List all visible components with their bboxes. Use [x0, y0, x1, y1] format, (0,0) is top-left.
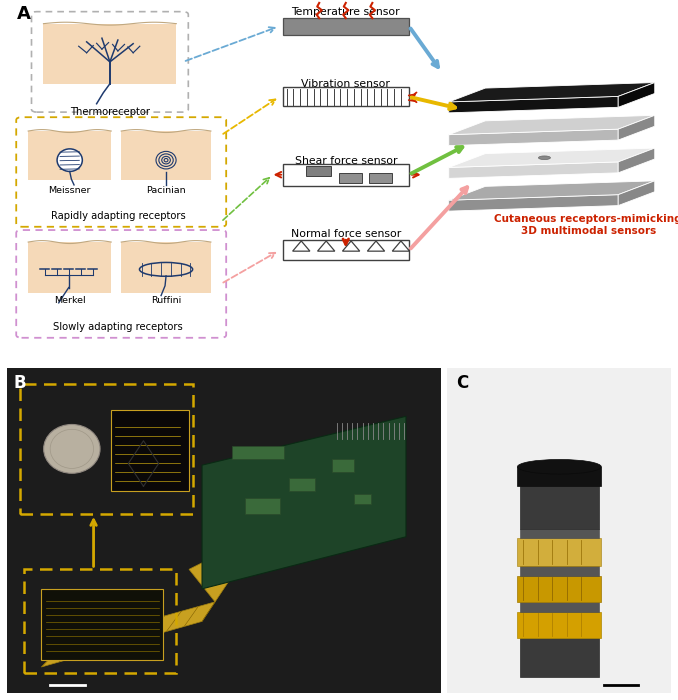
Text: Rapidly adapting receptors: Rapidly adapting receptors: [50, 211, 185, 221]
FancyBboxPatch shape: [16, 230, 226, 338]
Text: Ruffini: Ruffini: [151, 295, 181, 304]
Polygon shape: [41, 556, 233, 667]
Bar: [517, 576, 601, 602]
Bar: [517, 538, 601, 566]
Polygon shape: [449, 148, 655, 167]
Bar: [121, 131, 211, 180]
Text: Slowly adapting receptors: Slowly adapting receptors: [53, 322, 183, 332]
Polygon shape: [202, 416, 406, 589]
Bar: [245, 498, 280, 514]
Polygon shape: [618, 181, 655, 206]
Polygon shape: [449, 195, 618, 211]
Bar: [121, 242, 211, 293]
FancyBboxPatch shape: [16, 117, 226, 227]
Text: Normal force sensor: Normal force sensor: [291, 229, 401, 239]
Bar: [339, 174, 362, 183]
Bar: [517, 467, 601, 486]
Bar: [354, 494, 372, 504]
Ellipse shape: [43, 424, 100, 473]
Polygon shape: [449, 129, 618, 146]
Text: Shear force sensor: Shear force sensor: [294, 156, 397, 166]
Text: Thermoreceptor: Thermoreceptor: [70, 107, 150, 118]
Bar: [289, 478, 315, 491]
Bar: [520, 566, 599, 576]
Bar: [306, 166, 331, 176]
Text: B: B: [14, 374, 26, 392]
Polygon shape: [618, 148, 655, 173]
FancyBboxPatch shape: [31, 12, 188, 112]
Bar: [283, 164, 409, 186]
Bar: [517, 612, 601, 638]
Bar: [283, 18, 409, 34]
Bar: [283, 88, 409, 106]
Polygon shape: [449, 97, 618, 113]
Bar: [369, 174, 392, 183]
Text: Cutaneous receptors-mimicking
3D multimodal sensors: Cutaneous receptors-mimicking 3D multimo…: [494, 214, 678, 236]
Bar: [520, 486, 599, 528]
Text: Meissner: Meissner: [48, 186, 91, 195]
Bar: [332, 458, 354, 472]
Bar: [233, 446, 285, 459]
Text: Pacinian: Pacinian: [146, 186, 186, 195]
Bar: [520, 602, 599, 612]
Bar: [43, 24, 176, 84]
Text: Merkel: Merkel: [54, 295, 85, 304]
Text: Vibration sensor: Vibration sensor: [301, 79, 391, 90]
Bar: [28, 131, 111, 180]
Bar: [28, 242, 111, 293]
Polygon shape: [449, 83, 655, 102]
Polygon shape: [618, 116, 655, 140]
Ellipse shape: [517, 459, 601, 474]
Text: C: C: [456, 374, 468, 392]
Polygon shape: [449, 181, 655, 200]
Text: A: A: [17, 6, 31, 24]
Ellipse shape: [538, 156, 551, 160]
Text: Temperature sensor: Temperature sensor: [292, 6, 400, 17]
Ellipse shape: [57, 149, 82, 172]
Bar: [283, 240, 409, 260]
Polygon shape: [449, 162, 618, 178]
Bar: [41, 589, 163, 661]
Bar: [520, 528, 599, 538]
Bar: [520, 638, 599, 677]
Bar: [111, 410, 189, 491]
Polygon shape: [449, 116, 655, 134]
Polygon shape: [618, 83, 655, 107]
